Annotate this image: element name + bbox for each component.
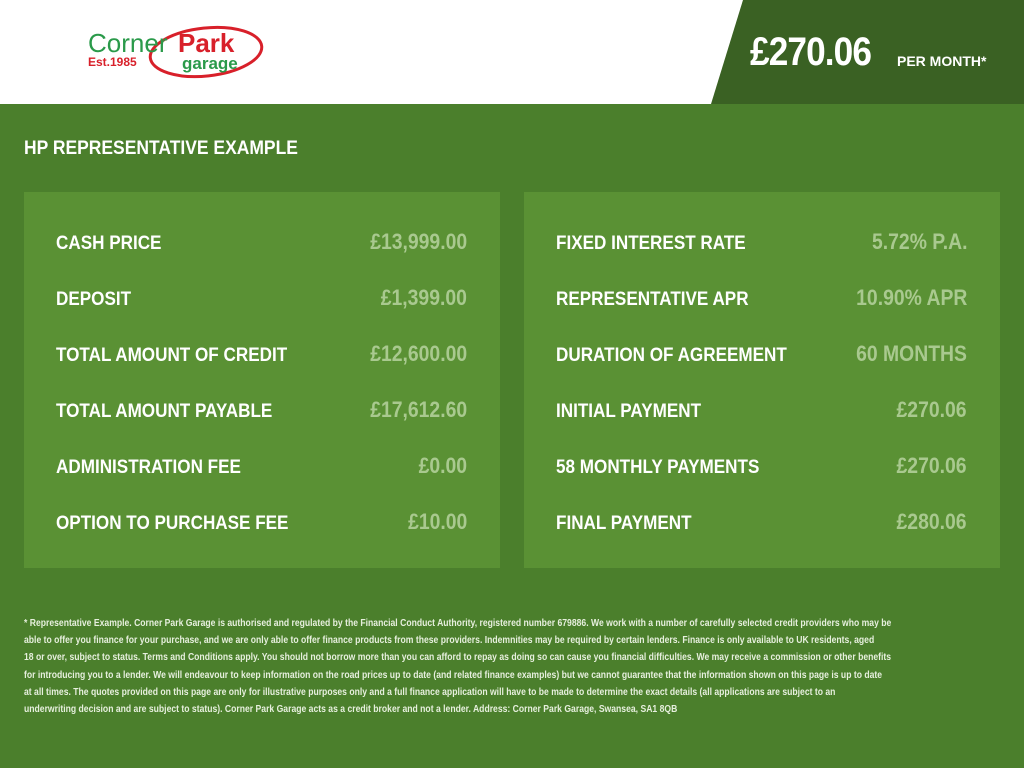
finance-label: 58 MONTHLY PAYMENTS	[556, 457, 760, 478]
finance-row: REPRESENTATIVE APR 10.90% APR	[556, 285, 967, 315]
finance-value: £1,399.00	[380, 285, 467, 310]
monthly-price: £270.06	[750, 30, 872, 74]
finance-row: TOTAL AMOUNT OF CREDIT £12,600.00	[56, 341, 467, 371]
finance-value: 60 MONTHS	[856, 341, 967, 366]
finance-label: FINAL PAYMENT	[556, 513, 692, 534]
disclaimer: * Representative Example. Corner Park Ga…	[24, 615, 891, 718]
finance-value: 10.90% APR	[855, 285, 967, 310]
svg-text:garage: garage	[182, 54, 238, 73]
finance-label: INITIAL PAYMENT	[556, 401, 702, 422]
disclaimer-line: for introducing you to a lender. We will…	[24, 668, 883, 681]
disclaimer-line: able to offer you finance for your purch…	[24, 634, 875, 647]
disclaimer-line: at all times. The quotes provided on thi…	[24, 685, 836, 698]
finance-panel-right: FIXED INTEREST RATE 5.72% P.A. REPRESENTAT…	[524, 192, 1000, 568]
finance-label: TOTAL AMOUNT OF CREDIT	[56, 345, 288, 366]
finance-row: DURATION OF AGREEMENT 60 MONTHS	[556, 341, 967, 371]
finance-value: £13,999.00	[370, 229, 467, 254]
price-banner	[711, 0, 1024, 104]
finance-label: DURATION OF AGREEMENT	[556, 345, 787, 366]
finance-row: FIXED INTEREST RATE 5.72% P.A.	[556, 229, 967, 259]
finance-value: £17,612.60	[370, 397, 467, 422]
finance-row: OPTION TO PURCHASE FEE £10.00	[56, 509, 467, 539]
finance-row: ADMINISTRATION FEE £0.00	[56, 453, 467, 483]
finance-value: £270.06	[897, 453, 967, 478]
finance-panel-left: CASH PRICE £13,999.00 DEPOSIT £1,399.00 TOTA…	[24, 192, 500, 568]
disclaimer-line: 18 or over, subject to status. Terms and…	[24, 651, 892, 664]
finance-label: CASH PRICE	[56, 233, 162, 254]
svg-text:Corner: Corner	[88, 28, 168, 58]
finance-value: 5.72% P.A.	[871, 229, 967, 254]
finance-row: DEPOSIT £1,399.00	[56, 285, 467, 315]
svg-text:Park: Park	[178, 28, 235, 58]
section-title: HP REPRESENTATIVE EXAMPLE	[24, 138, 298, 159]
svg-text:Est.1985: Est.1985	[88, 55, 137, 69]
finance-value: £10.00	[407, 509, 467, 534]
finance-row: CASH PRICE £13,999.00	[56, 229, 467, 259]
finance-value: £270.06	[897, 397, 967, 422]
finance-value: £12,600.00	[370, 341, 467, 366]
finance-value: £0.00	[418, 453, 467, 478]
finance-row: TOTAL AMOUNT PAYABLE £17,612.60	[56, 397, 467, 427]
finance-row: FINAL PAYMENT £280.06	[556, 509, 967, 539]
disclaimer-line: underwriting decision and are subject to…	[24, 703, 678, 716]
finance-label: REPRESENTATIVE APR	[556, 289, 749, 310]
finance-row: INITIAL PAYMENT £270.06	[556, 397, 967, 427]
finance-label: FIXED INTEREST RATE	[556, 233, 746, 254]
per-month-label: PER MONTH*	[897, 53, 987, 69]
finance-row: 58 MONTHLY PAYMENTS £270.06	[556, 453, 967, 483]
finance-label: OPTION TO PURCHASE FEE	[56, 513, 289, 534]
finance-label: ADMINISTRATION FEE	[56, 457, 241, 478]
finance-label: DEPOSIT	[56, 289, 132, 310]
disclaimer-line: * Representative Example. Corner Park Ga…	[24, 617, 892, 629]
finance-value: £280.06	[897, 509, 967, 534]
finance-label: TOTAL AMOUNT PAYABLE	[56, 401, 273, 422]
corner-park-logo[interactable]: Corner Park Est.1985 garage	[86, 24, 266, 84]
